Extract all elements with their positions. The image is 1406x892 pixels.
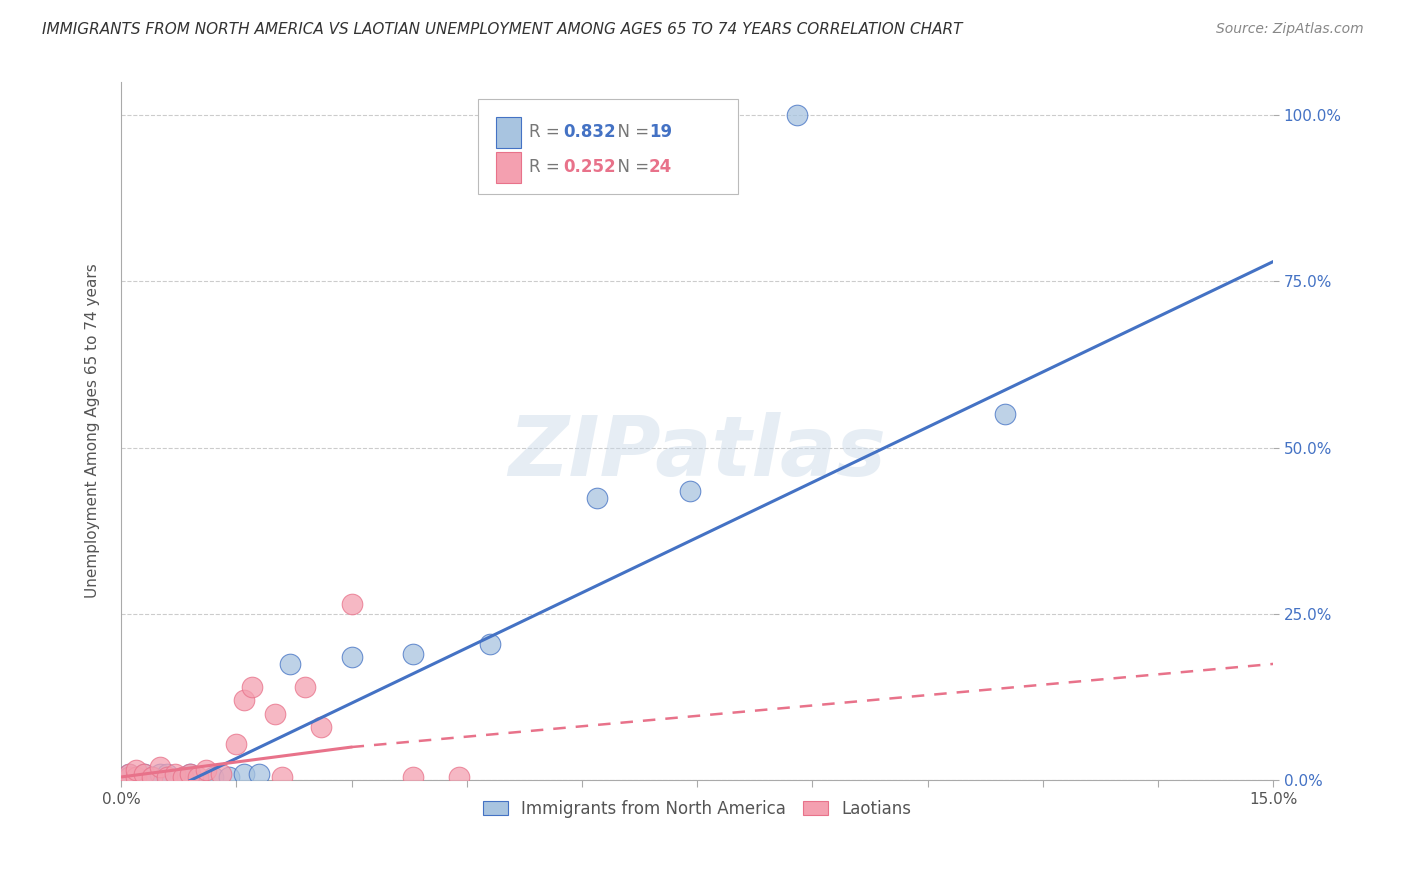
Point [118,770,141,784]
Text: IMMIGRANTS FROM NORTH AMERICA VS LAOTIAN UNEMPLOYMENT AMONG AGES 65 TO 74 YEARS : IMMIGRANTS FROM NORTH AMERICA VS LAOTIAN… [42,22,963,37]
Point [786,108,808,122]
Point [218,770,240,784]
Point [225,737,247,751]
Point [118,766,141,780]
Point [278,657,301,671]
Point [271,770,294,784]
Point [172,770,194,784]
Point [263,706,285,721]
Point [134,766,156,780]
Point [202,770,225,784]
Point [233,766,256,780]
Text: 19: 19 [648,123,672,141]
Point [340,597,363,611]
Point [179,766,201,780]
Text: 24: 24 [648,158,672,176]
Text: ZIPatlas: ZIPatlas [509,411,886,492]
Point [194,764,217,778]
Point [148,766,170,780]
FancyBboxPatch shape [495,152,522,183]
Point [125,770,148,784]
Text: R =: R = [529,123,565,141]
Point [156,770,179,784]
Text: N =: N = [607,123,655,141]
Point [209,766,232,780]
Point [402,647,425,661]
Point [141,770,163,784]
FancyBboxPatch shape [478,99,738,194]
Point [449,770,471,784]
Point [179,766,201,780]
Point [118,770,141,784]
Point [187,770,209,784]
Text: R =: R = [529,158,565,176]
Legend: Immigrants from North America, Laotians: Immigrants from North America, Laotians [477,793,918,824]
Point [233,693,256,707]
FancyBboxPatch shape [495,117,522,148]
Point [134,766,156,780]
Y-axis label: Unemployment Among Ages 65 to 74 years: Unemployment Among Ages 65 to 74 years [86,264,100,599]
Point [993,408,1015,422]
Point [125,764,148,778]
Point [478,637,501,651]
Point [141,770,163,784]
Point [240,680,263,694]
Point [118,766,141,780]
Point [294,680,316,694]
Text: 0.832: 0.832 [564,123,616,141]
Text: 0.252: 0.252 [564,158,616,176]
Point [309,720,332,734]
Point [163,766,186,780]
Point [172,770,194,784]
Point [402,770,425,784]
Point [247,766,270,780]
Point [148,760,170,774]
Point [586,491,609,505]
Text: Source: ZipAtlas.com: Source: ZipAtlas.com [1216,22,1364,37]
Text: N =: N = [607,158,655,176]
Point [678,483,700,498]
Point [156,766,179,780]
Point [340,650,363,665]
Point [125,770,148,784]
